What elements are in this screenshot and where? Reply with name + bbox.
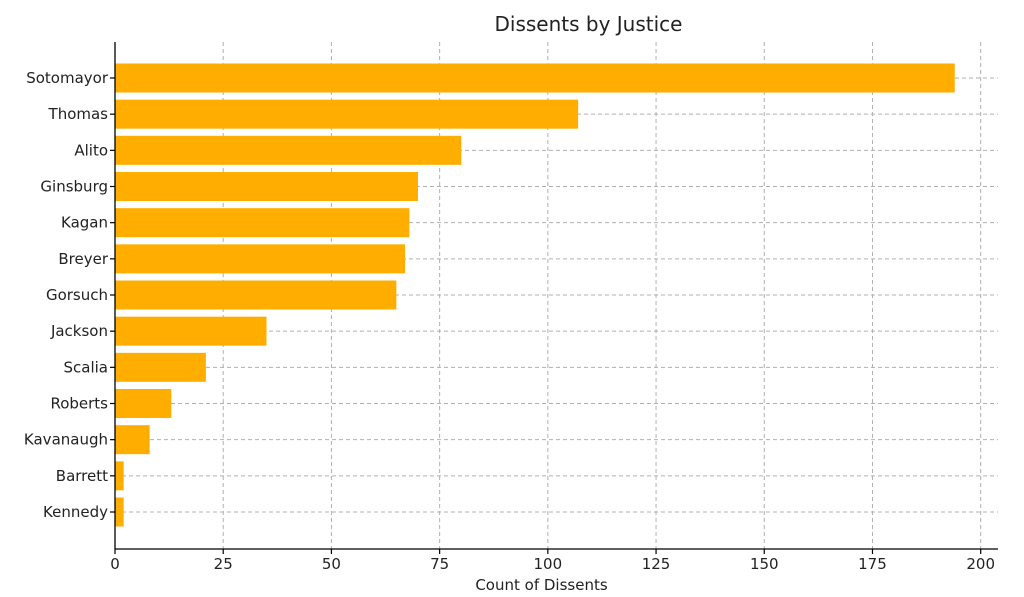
bar-barrett bbox=[115, 461, 124, 491]
y-tick-label: Kavanaugh bbox=[24, 431, 108, 449]
x-tick-label: 200 bbox=[966, 555, 995, 573]
bar-thomas bbox=[115, 99, 579, 129]
x-tick-label: 50 bbox=[322, 555, 341, 573]
x-tick-label: 100 bbox=[534, 555, 563, 573]
y-tick-label: Barrett bbox=[56, 467, 108, 485]
y-tick-label: Roberts bbox=[50, 395, 108, 413]
bar-scalia bbox=[115, 352, 206, 382]
bar-gorsuch bbox=[115, 280, 397, 310]
y-tick-label: Kennedy bbox=[43, 503, 108, 521]
bar-sotomayor bbox=[115, 63, 955, 93]
y-tick-label: Sotomayor bbox=[26, 69, 109, 87]
bars-layer bbox=[115, 63, 955, 527]
x-tick-label: 125 bbox=[642, 555, 671, 573]
y-tick-label: Jackson bbox=[50, 322, 108, 340]
bar-kagan bbox=[115, 208, 410, 238]
y-tick-label: Ginsburg bbox=[40, 178, 108, 196]
ticks-layer: Sotomayor Thomas Alito Ginsburg Kagan Breyer G… bbox=[24, 69, 995, 573]
y-tick-label: Breyer bbox=[58, 250, 108, 268]
bar-roberts bbox=[115, 389, 172, 418]
bar-kennedy bbox=[115, 497, 124, 527]
x-tick-label: 75 bbox=[430, 555, 449, 573]
y-tick-label: Gorsuch bbox=[46, 286, 108, 304]
x-axis-title: Count of Dissents bbox=[475, 576, 608, 594]
x-tick-label: 25 bbox=[214, 555, 233, 573]
x-tick-label: 0 bbox=[110, 555, 120, 573]
bar-jackson bbox=[115, 316, 267, 346]
x-tick-label: 150 bbox=[750, 555, 779, 573]
y-tick-label: Alito bbox=[74, 141, 108, 159]
y-tick-label: Kagan bbox=[61, 214, 108, 232]
bar-ginsburg bbox=[115, 172, 418, 201]
bar-kavanaugh bbox=[115, 425, 150, 455]
x-tick-label: 175 bbox=[858, 555, 887, 573]
y-tick-label: Scalia bbox=[64, 358, 109, 376]
chart-title: Dissents by Justice bbox=[495, 12, 683, 36]
bar-alito bbox=[115, 135, 462, 165]
y-tick-label: Thomas bbox=[48, 105, 109, 123]
bar-breyer bbox=[115, 244, 406, 274]
